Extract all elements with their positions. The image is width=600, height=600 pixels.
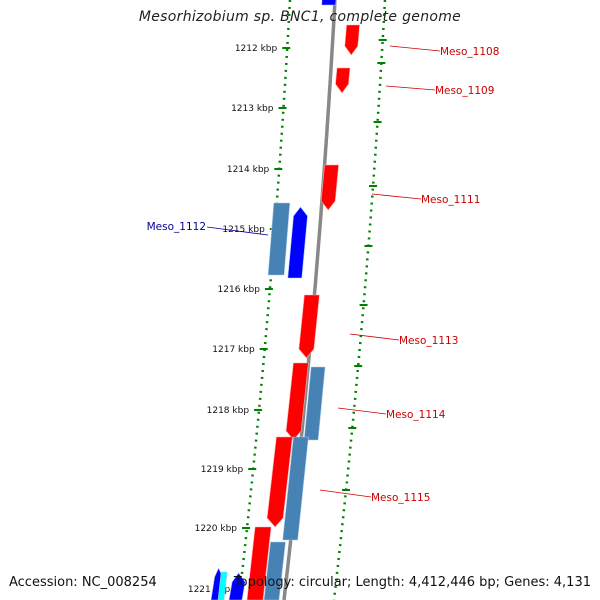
gene-arrow-meso-1112 bbox=[287, 206, 308, 279]
gene-arrow-meso-1113 bbox=[298, 294, 320, 359]
ruler-tick-label: 1217 kbp bbox=[212, 345, 255, 355]
ruler-tick-label: 1214 kbp bbox=[227, 165, 270, 175]
gene-label-meso-1112: Meso_1112 bbox=[147, 221, 206, 233]
gene-arrow-bottom-blue-b bbox=[228, 572, 246, 600]
ruler-tick-label: 1221 kbp bbox=[188, 585, 231, 595]
ruler-tick-label: 1219 kbp bbox=[201, 465, 244, 475]
leader-line-meso-1113 bbox=[349, 333, 400, 341]
gene-label-meso-1115: Meso_1115 bbox=[371, 492, 430, 504]
gene-label-meso-1108: Meso_1108 bbox=[440, 46, 499, 58]
gene-label-meso-1109: Meso_1109 bbox=[435, 85, 494, 97]
gene-block-steel-a bbox=[303, 366, 326, 441]
leader-line-meso-1108 bbox=[389, 45, 441, 52]
ruler-tick-label: 1216 kbp bbox=[218, 285, 261, 295]
topology-summary: Topology: circular; Length: 4,412,446 bp… bbox=[233, 575, 591, 590]
leader-line-meso-1112 bbox=[206, 226, 269, 236]
gene-arrow-meso-1115 bbox=[266, 436, 293, 528]
gene-label-meso-1111: Meso_1111 bbox=[421, 194, 480, 206]
ruler-tick-label: 1220 kbp bbox=[195, 524, 238, 534]
gene-arrow-meso-1114 bbox=[285, 362, 309, 441]
ruler-tick-label: 1213 kbp bbox=[231, 104, 274, 114]
leader-line-meso-1115 bbox=[319, 489, 372, 498]
gene-block-meso-1112 bbox=[267, 202, 291, 276]
ruler-tick-label: 1215 kbp bbox=[222, 225, 265, 235]
gene-arrow-meso-1108 bbox=[344, 24, 360, 56]
gene-label-meso-1113: Meso_1113 bbox=[399, 335, 458, 347]
accession-text: Accession: NC_008254 bbox=[9, 575, 157, 590]
leader-line-meso-1111 bbox=[371, 193, 422, 200]
ruler-tick-label: 1218 kbp bbox=[207, 406, 250, 416]
ruler-tick-label: 1212 kbp bbox=[235, 44, 278, 54]
map-title: Mesorhizobium sp. BNC1, complete genome bbox=[138, 9, 462, 25]
gene-block-steel-c bbox=[263, 541, 286, 600]
gene-arrow-meso-1109 bbox=[335, 67, 351, 94]
gene-block-red-bottom bbox=[246, 526, 272, 600]
gene-arrow-meso-1111 bbox=[320, 164, 339, 211]
gene-label-meso-1114: Meso_1114 bbox=[386, 409, 446, 421]
gene-arrow-top bbox=[321, 0, 337, 6]
gene-block-steel-b bbox=[282, 436, 309, 541]
gene-block-bottom-cyan bbox=[217, 571, 228, 600]
leader-line-meso-1114 bbox=[337, 407, 387, 415]
leader-line-meso-1109 bbox=[385, 85, 436, 91]
